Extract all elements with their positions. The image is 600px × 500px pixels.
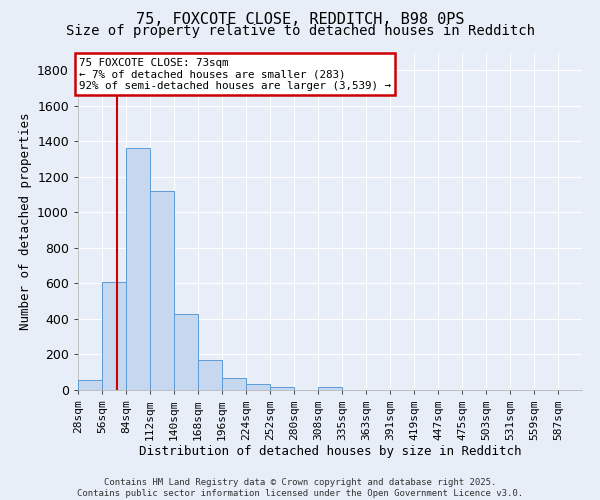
Bar <box>174 314 198 390</box>
Text: 75, FOXCOTE CLOSE, REDDITCH, B98 0PS: 75, FOXCOTE CLOSE, REDDITCH, B98 0PS <box>136 12 464 28</box>
Bar <box>126 148 150 390</box>
Text: Size of property relative to detached houses in Redditch: Size of property relative to detached ho… <box>65 24 535 38</box>
Bar <box>102 282 126 390</box>
Y-axis label: Number of detached properties: Number of detached properties <box>19 112 32 330</box>
Bar <box>198 360 222 390</box>
Bar <box>270 388 294 390</box>
Bar <box>222 378 246 390</box>
Bar <box>246 384 270 390</box>
Text: Contains HM Land Registry data © Crown copyright and database right 2025.
Contai: Contains HM Land Registry data © Crown c… <box>77 478 523 498</box>
Bar <box>150 191 174 390</box>
Bar <box>78 380 102 390</box>
Text: 75 FOXCOTE CLOSE: 73sqm
← 7% of detached houses are smaller (283)
92% of semi-de: 75 FOXCOTE CLOSE: 73sqm ← 7% of detached… <box>79 58 391 91</box>
Bar <box>318 388 342 390</box>
X-axis label: Distribution of detached houses by size in Redditch: Distribution of detached houses by size … <box>139 445 521 458</box>
